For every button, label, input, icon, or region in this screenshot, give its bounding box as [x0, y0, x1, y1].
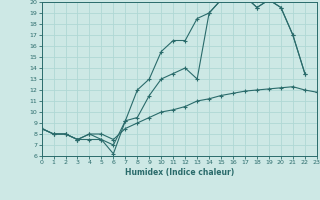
- X-axis label: Humidex (Indice chaleur): Humidex (Indice chaleur): [124, 168, 234, 177]
